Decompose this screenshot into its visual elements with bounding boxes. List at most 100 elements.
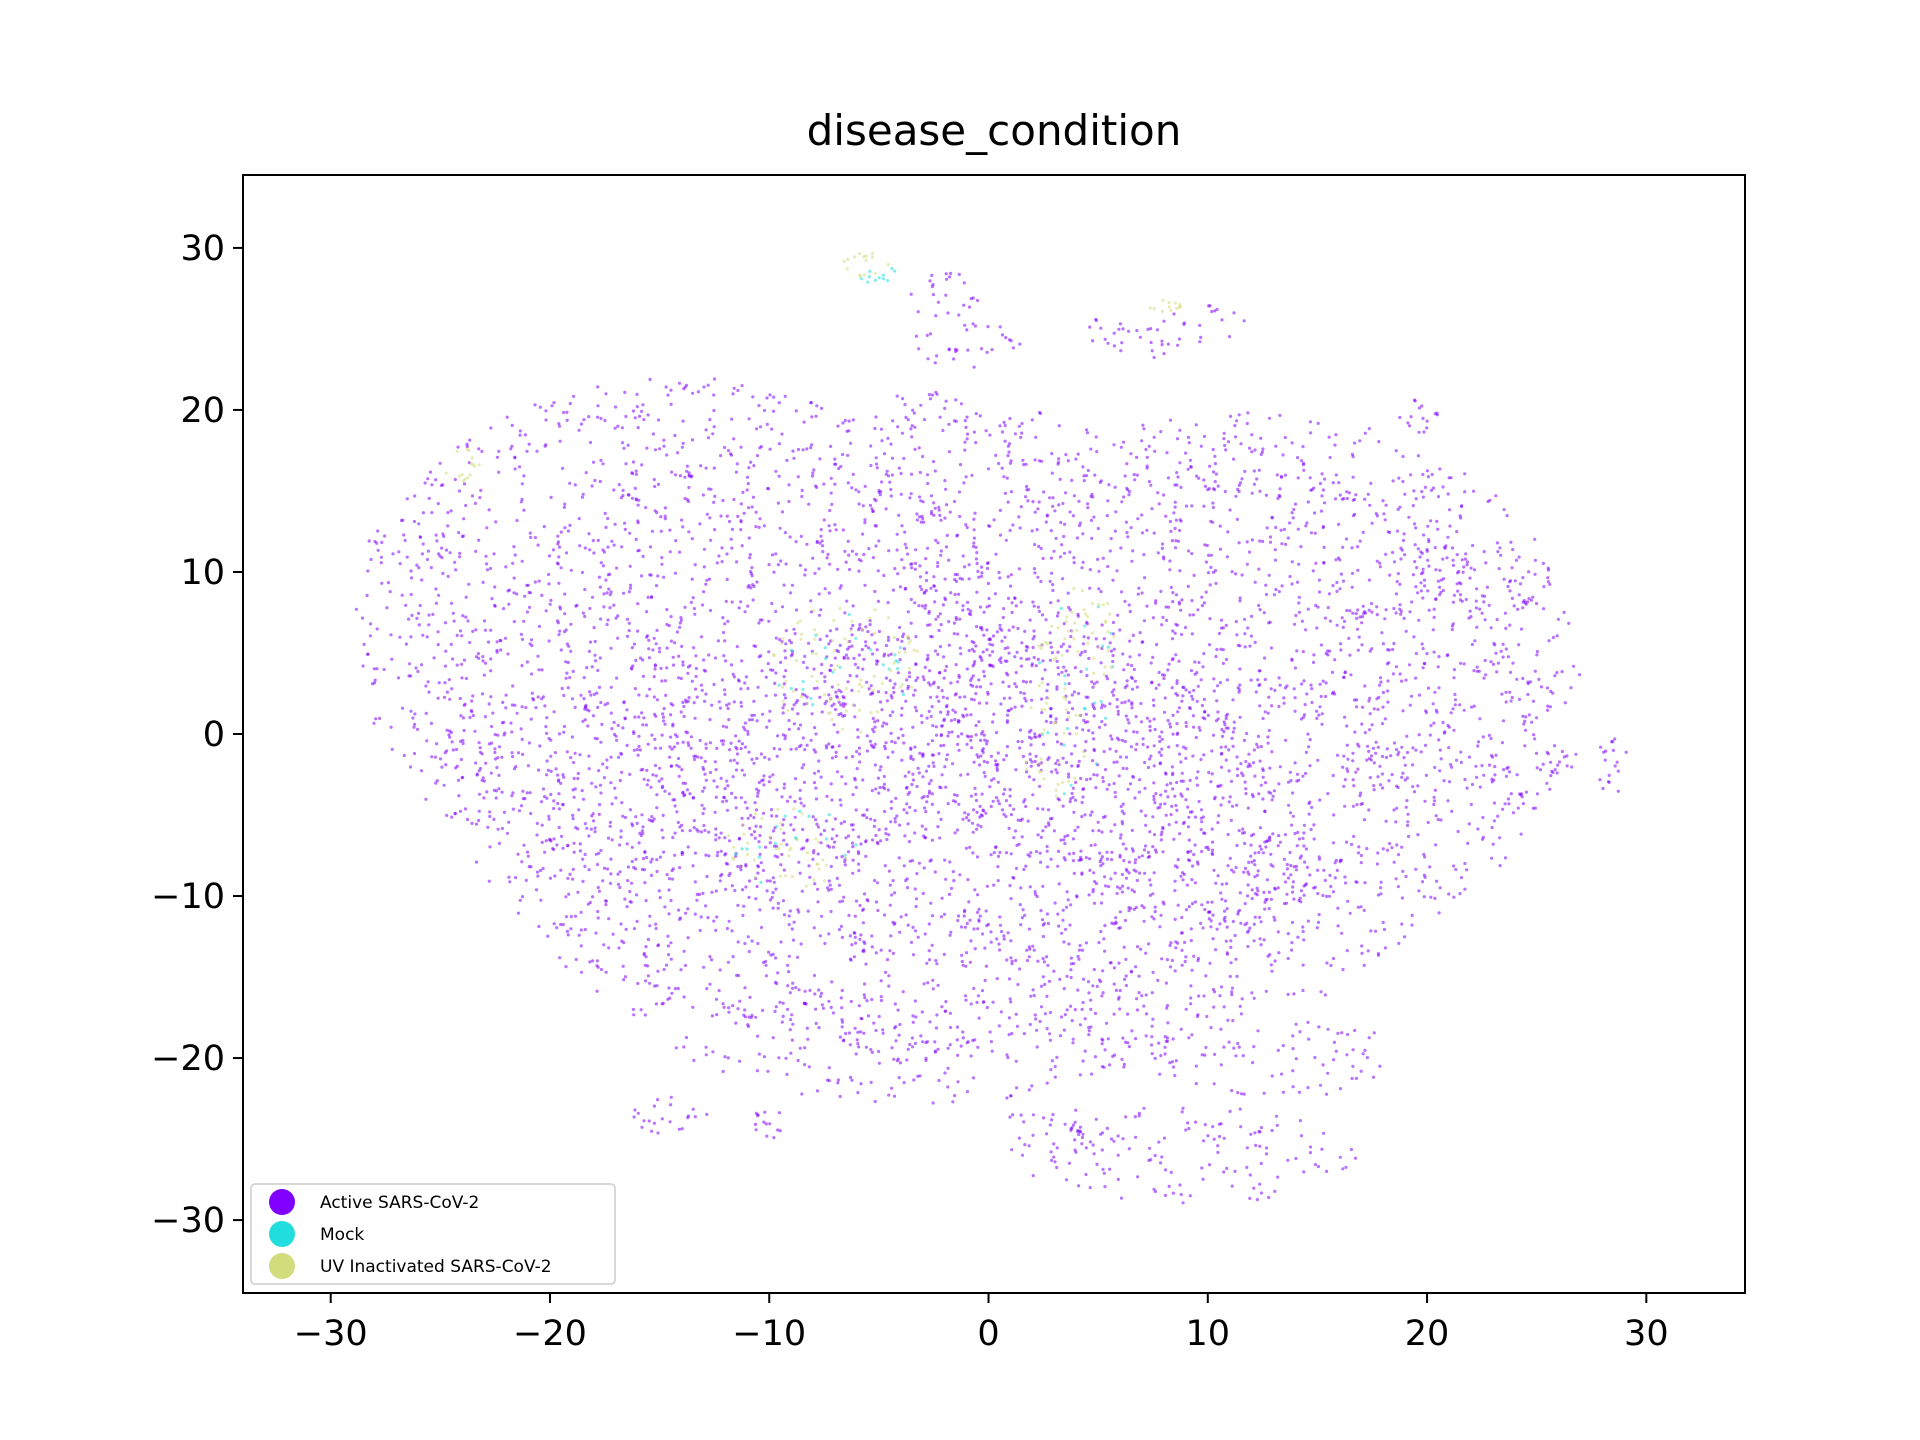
data-point — [557, 732, 562, 736]
data-point — [592, 626, 596, 630]
data-point — [1109, 877, 1113, 881]
data-point — [1141, 737, 1145, 741]
data-point — [535, 449, 539, 453]
data-point — [1127, 871, 1131, 875]
data-point — [1078, 1073, 1082, 1077]
data-point — [1005, 958, 1009, 962]
data-point — [967, 900, 971, 904]
data-point — [1205, 543, 1209, 548]
data-point — [490, 741, 494, 745]
data-point — [619, 751, 623, 755]
data-point — [1229, 961, 1233, 965]
data-point — [815, 686, 819, 690]
data-point — [423, 481, 427, 485]
data-point — [787, 914, 791, 918]
data-point — [605, 591, 609, 595]
data-point — [1126, 787, 1130, 791]
data-point — [1243, 617, 1247, 621]
data-point — [1202, 994, 1206, 998]
data-point — [510, 730, 514, 734]
data-point — [915, 784, 919, 789]
data-point — [949, 591, 953, 595]
data-point — [1316, 920, 1321, 925]
data-point — [755, 580, 759, 584]
data-point — [1348, 653, 1352, 657]
data-point — [1131, 687, 1135, 691]
data-point — [1019, 664, 1024, 668]
data-point — [911, 1020, 915, 1024]
data-point — [1221, 648, 1225, 652]
data-point — [561, 773, 565, 777]
data-point — [958, 873, 962, 877]
data-point — [1222, 431, 1226, 435]
data-point — [913, 567, 917, 571]
data-point — [667, 986, 671, 990]
data-point — [1499, 553, 1503, 557]
data-point — [734, 806, 738, 810]
data-point — [373, 678, 377, 682]
data-point — [946, 712, 950, 717]
data-point — [1259, 452, 1263, 456]
data-point — [873, 725, 877, 729]
data-point — [998, 623, 1002, 627]
data-point — [1039, 860, 1043, 864]
data-point — [1201, 926, 1205, 930]
data-point — [1134, 715, 1138, 719]
data-point — [1499, 649, 1503, 653]
data-point — [1378, 565, 1382, 569]
data-point — [1046, 921, 1050, 926]
data-point — [1362, 963, 1366, 968]
data-point — [1189, 849, 1193, 853]
data-point — [1420, 490, 1424, 494]
data-point — [461, 742, 465, 746]
data-point — [805, 1026, 809, 1030]
data-point — [478, 766, 483, 771]
data-point — [772, 395, 776, 399]
data-point — [467, 582, 471, 586]
data-point — [512, 620, 516, 624]
data-point — [890, 473, 895, 477]
data-point — [775, 844, 779, 849]
data-point — [1319, 694, 1323, 699]
data-point — [1008, 528, 1012, 533]
data-point — [1569, 686, 1573, 690]
data-point — [655, 698, 660, 702]
data-point — [649, 785, 653, 789]
data-point — [723, 692, 727, 697]
data-point — [1498, 546, 1502, 550]
data-point — [812, 667, 816, 671]
data-point — [414, 666, 418, 670]
data-point — [1249, 678, 1253, 682]
data-point — [1165, 1006, 1169, 1010]
data-point — [1490, 753, 1494, 758]
data-point — [735, 560, 739, 564]
data-point — [1097, 725, 1102, 730]
data-point — [1174, 518, 1178, 522]
data-point — [1049, 1068, 1053, 1072]
data-point — [732, 437, 736, 441]
data-point — [413, 722, 417, 727]
data-point — [810, 415, 814, 419]
data-point — [1048, 1038, 1052, 1042]
data-point — [1236, 487, 1240, 491]
data-point — [1222, 437, 1226, 441]
data-point — [719, 849, 723, 853]
data-point — [1085, 431, 1090, 435]
data-point — [723, 445, 727, 450]
data-point — [1004, 538, 1008, 542]
data-point — [1386, 679, 1390, 683]
data-point — [693, 851, 698, 855]
data-point — [650, 733, 654, 737]
data-point — [1509, 792, 1513, 796]
data-point — [877, 1049, 881, 1054]
data-point — [468, 438, 472, 442]
data-point — [529, 535, 533, 540]
data-point — [1209, 565, 1213, 570]
data-point — [596, 668, 600, 673]
data-point — [732, 700, 736, 704]
data-point — [1008, 997, 1012, 1001]
data-point — [886, 601, 890, 605]
data-point — [618, 778, 622, 783]
data-point — [854, 785, 858, 790]
data-point — [861, 778, 865, 782]
